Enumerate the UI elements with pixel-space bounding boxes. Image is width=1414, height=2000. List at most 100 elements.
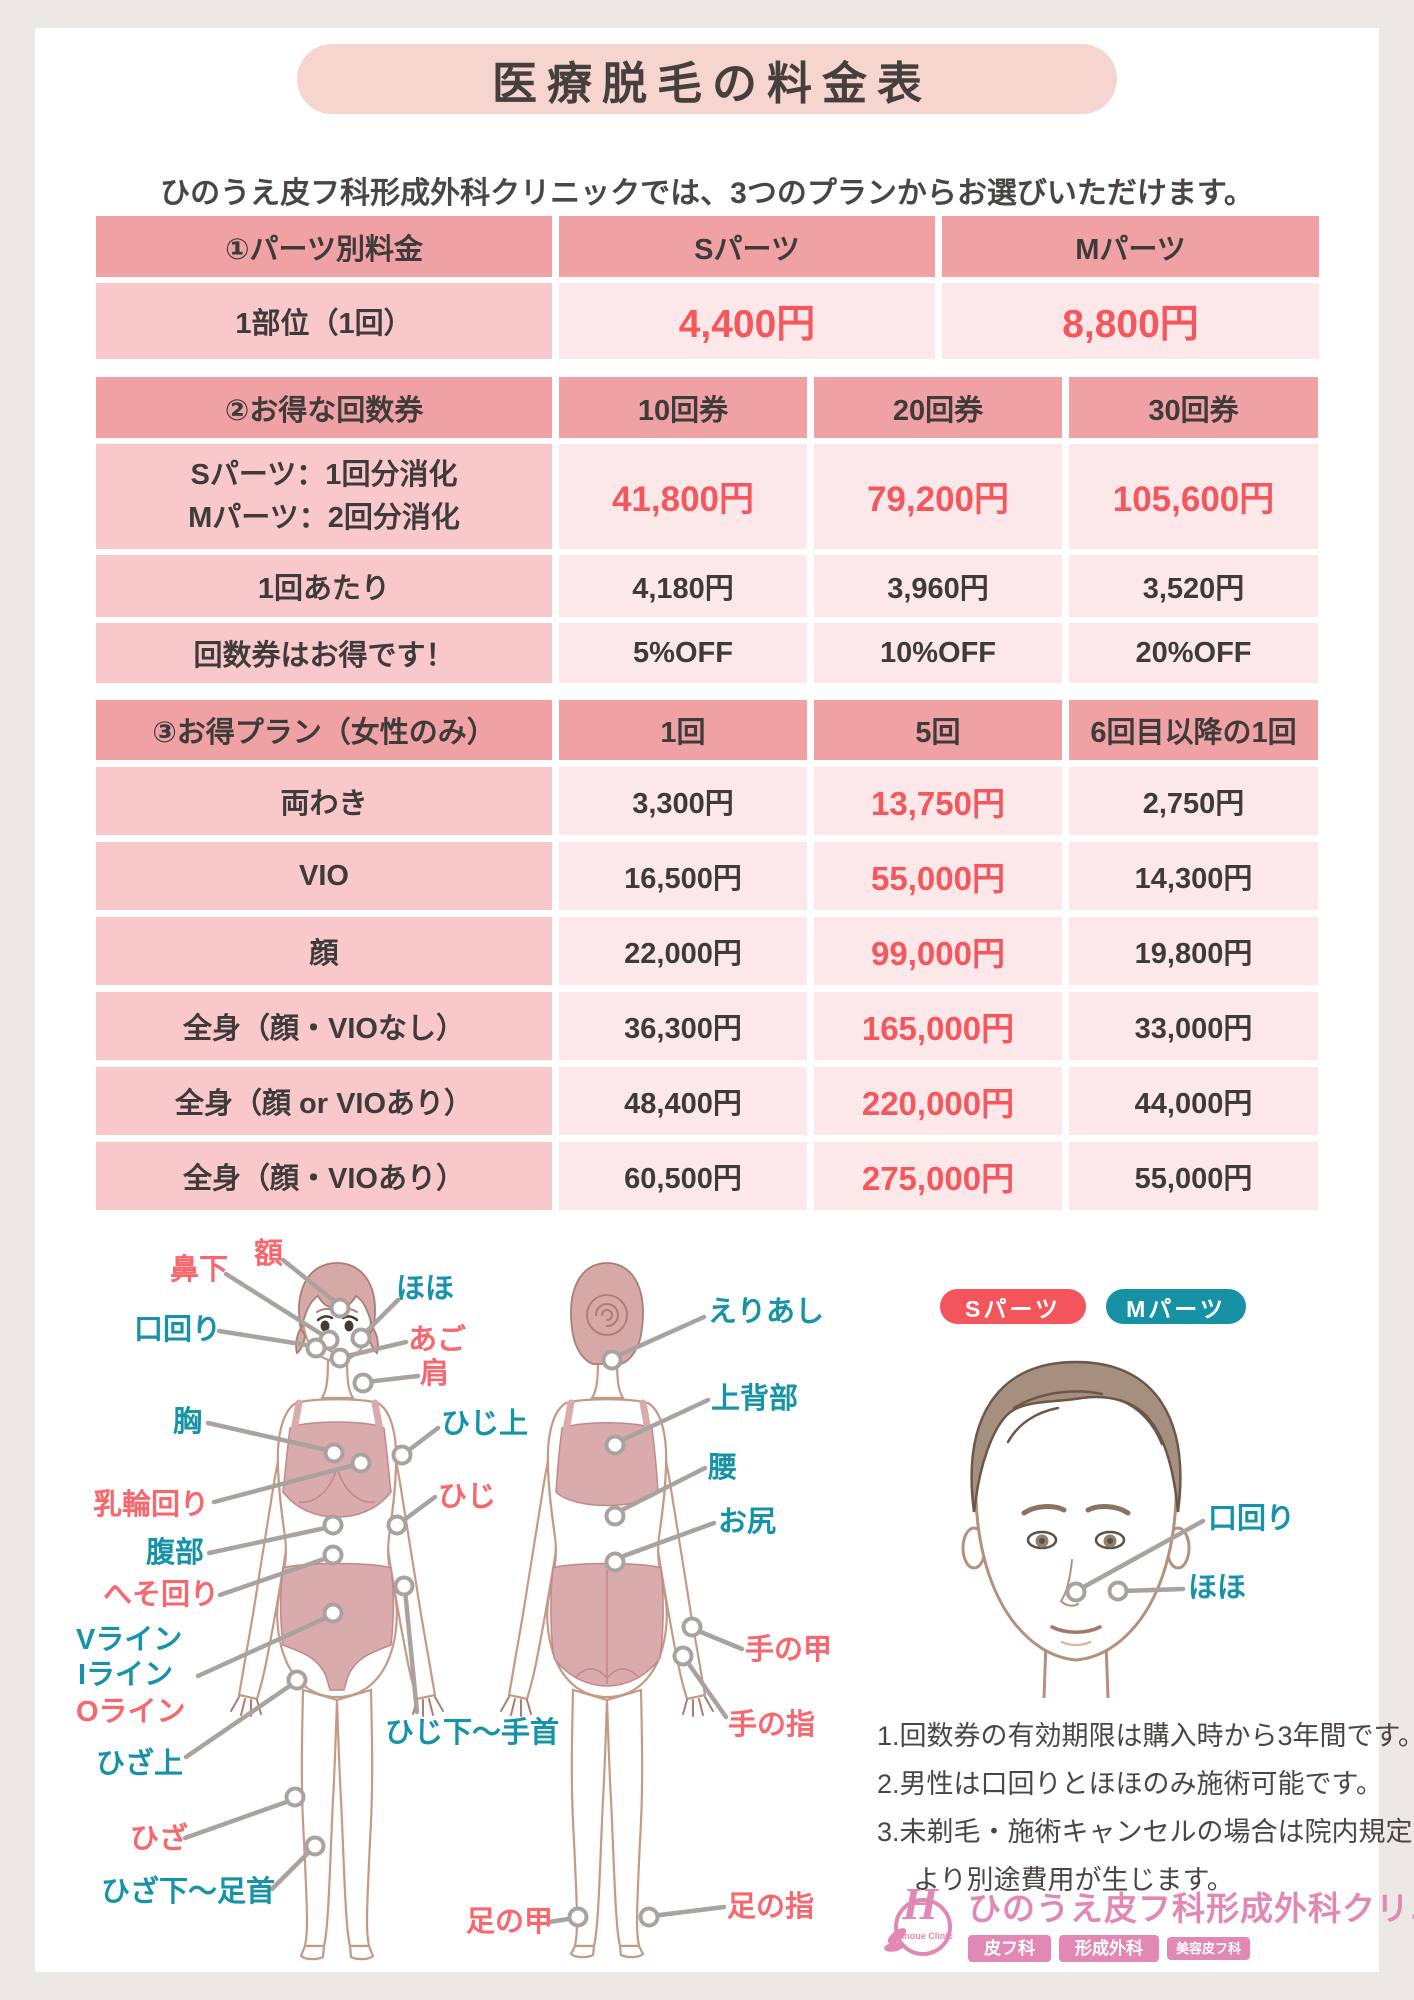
body-label-hand-back: 手の甲 bbox=[745, 1634, 833, 1666]
table3-cell: 36,300円 bbox=[559, 992, 807, 1060]
table2-row1-label: Sパーツ：1回分消化 Mパーツ：2回分消化 bbox=[96, 444, 552, 549]
table2-off-20: 10%OFF bbox=[814, 623, 1062, 683]
body-label-chest: 胸 bbox=[173, 1406, 203, 1438]
table1-m-price: 8,800円 bbox=[942, 283, 1319, 359]
table3-cell: 275,000円 bbox=[814, 1142, 1062, 1210]
note-1: 1.回数券の有効期限は購入時から3年間です。 bbox=[877, 1721, 1414, 1751]
body-label-areola: 乳輪回り bbox=[93, 1489, 210, 1521]
body-label-foot-top: 足の甲 bbox=[466, 1906, 554, 1938]
clinic-name: ひのうえ皮フ科形成外科クリニック bbox=[968, 1890, 1414, 1927]
table3-cell: 14,300円 bbox=[1069, 842, 1318, 910]
parts-price-table: ①パーツ別料金 Sパーツ Mパーツ 1部位（1回） 4,400円 8,800円 bbox=[96, 216, 1319, 359]
table1-row-label: 1部位（1回） bbox=[96, 283, 552, 359]
table3-cell: 22,000円 bbox=[559, 917, 807, 985]
table3-cell: 44,000円 bbox=[1069, 1067, 1318, 1135]
body-label-i-line: Iライン bbox=[78, 1659, 174, 1691]
table2-price-30: 105,600円 bbox=[1069, 444, 1318, 549]
table2-row3-label: 回数券はお得です！ bbox=[96, 623, 552, 683]
body-label-navel: へそ回り bbox=[103, 1579, 220, 1611]
clinic-departments: 皮フ科 形成外科 美容皮フ科 bbox=[968, 1935, 1414, 1962]
table3-cell: 55,000円 bbox=[1069, 1142, 1318, 1210]
body-label-shoulder: 肩 bbox=[420, 1358, 450, 1390]
table3-cell: 33,000円 bbox=[1069, 992, 1318, 1060]
body-label-upper-arm: ひじ上 bbox=[441, 1408, 529, 1440]
body-label-waist: 腰 bbox=[708, 1452, 738, 1484]
table3-cell: 99,000円 bbox=[814, 917, 1062, 985]
table3-header-5: 5回 bbox=[814, 700, 1062, 760]
clinic-logo: H Hinoue Clinic ひのうえ皮フ科形成外科クリニック 皮フ科 形成外… bbox=[884, 1882, 1414, 1962]
table2-per-use-30: 3,520円 bbox=[1069, 555, 1318, 617]
table2-off-10: 5%OFF bbox=[559, 623, 807, 683]
body-label-toes: 足の指 bbox=[727, 1891, 815, 1923]
logo-mark-text: Hinoue Clinic bbox=[895, 1931, 953, 1941]
table3-cell: 2,750円 bbox=[1069, 767, 1318, 835]
table3-row-label: 両わき bbox=[96, 767, 552, 835]
body-label-nape: えりあし bbox=[708, 1296, 825, 1328]
body-label-around-mouth: 口回り bbox=[134, 1314, 222, 1346]
body-label-knee: ひざ bbox=[130, 1823, 189, 1855]
body-label-lower-leg-to-ankle: ひざ下～足首 bbox=[101, 1876, 276, 1908]
note-3-continued: より別途費用が生じます。 bbox=[913, 1865, 1234, 1895]
body-label-cheek-male: ほほ bbox=[1188, 1572, 1247, 1604]
body-label-o-line: Oライン bbox=[76, 1696, 186, 1728]
table2-header-20: 20回券 bbox=[814, 377, 1062, 438]
department-chip: 形成外科 bbox=[1059, 1935, 1159, 1962]
clinic-logo-mark: H Hinoue Clinic bbox=[884, 1883, 953, 1956]
table2-header-10: 10回券 bbox=[559, 377, 807, 438]
plan-price-table: ③お得プラン（女性のみ） 1回 5回 6回目以降の1回 両わき 3,300円 1… bbox=[96, 700, 1318, 1210]
notes-section: 1.回数券の有効期限は購入時から3年間です。 2.男性は口回りとほほのみ施術可能… bbox=[877, 1712, 1414, 1904]
department-chip: 皮フ科 bbox=[968, 1935, 1051, 1962]
table1-header-s-parts: Sパーツ bbox=[559, 216, 935, 277]
table3-row-label: 全身（顔・VIOあり） bbox=[96, 1142, 552, 1210]
table2-price-20: 79,200円 bbox=[814, 444, 1062, 549]
table2-row1-label-line1: Sパーツ：1回分消化 bbox=[190, 459, 458, 492]
table3-row-label: 全身（顔・VIOなし） bbox=[96, 992, 552, 1060]
table2-header-category: ②お得な回数券 bbox=[96, 377, 552, 438]
body-label-around-mouth-male: 口回り bbox=[1208, 1503, 1296, 1535]
note-2: 2.男性は口回りとほほのみ施術可能です。 bbox=[877, 1769, 1383, 1799]
table3-cell: 55,000円 bbox=[814, 842, 1062, 910]
body-label-v-line: Vライン bbox=[76, 1624, 183, 1656]
table2-row2-label: 1回あたり bbox=[96, 555, 552, 617]
body-label-abdomen: 腹部 bbox=[146, 1537, 205, 1569]
body-label-hand-fingers: 手の指 bbox=[728, 1709, 816, 1741]
table3-row-label: 全身（顔 or VIOあり） bbox=[96, 1067, 552, 1135]
ticket-price-table: ②お得な回数券 10回券 20回券 30回券 Sパーツ：1回分消化 Mパーツ：2… bbox=[96, 377, 1318, 683]
body-label-forearm-to-wrist: ひじ下～手首 bbox=[385, 1717, 560, 1749]
legend-s-parts-badge: Sパーツ bbox=[940, 1289, 1086, 1324]
title-banner: 医療脱毛の料金表 bbox=[297, 44, 1117, 114]
table2-row1-label-line2: Mパーツ：2回分消化 bbox=[188, 501, 460, 534]
table3-cell: 60,500円 bbox=[559, 1142, 807, 1210]
body-label-buttocks: お尻 bbox=[718, 1506, 777, 1538]
body-label-upper-back: 上背部 bbox=[711, 1383, 799, 1415]
table2-header-30: 30回券 bbox=[1069, 377, 1318, 438]
logo-h-monogram: H bbox=[901, 1883, 939, 1929]
table2-per-use-20: 3,960円 bbox=[814, 555, 1062, 617]
body-label-under-nose: 鼻下 bbox=[170, 1254, 229, 1286]
table1-header-category: ①パーツ別料金 bbox=[96, 216, 552, 277]
body-label-chin: あご bbox=[408, 1324, 467, 1356]
body-label-cheek: ほほ bbox=[396, 1273, 455, 1305]
department-chip: 美容皮フ科 bbox=[1167, 1937, 1251, 1960]
body-label-above-knee: ひざ上 bbox=[96, 1748, 184, 1780]
note-3: 3.未剃毛・施術キャンセルの場合は院内規定に bbox=[877, 1817, 1414, 1847]
table3-cell: 16,500円 bbox=[559, 842, 807, 910]
legend-m-parts-badge: Mパーツ bbox=[1106, 1289, 1246, 1324]
body-label-elbow: ひじ bbox=[438, 1481, 497, 1513]
table1-s-price: 4,400円 bbox=[559, 283, 935, 359]
table3-header-category: ③お得プラン（女性のみ） bbox=[96, 700, 552, 760]
table2-price-10: 41,800円 bbox=[559, 444, 807, 549]
table3-cell: 3,300円 bbox=[559, 767, 807, 835]
table3-header-6plus: 6回目以降の1回 bbox=[1069, 700, 1318, 760]
table2-per-use-10: 4,180円 bbox=[559, 555, 807, 617]
table3-header-1: 1回 bbox=[559, 700, 807, 760]
table3-cell: 220,000円 bbox=[814, 1067, 1062, 1135]
page-subtitle: ひのうえ皮フ科形成外科クリニックでは、3つのプランからお選びいただけます。 bbox=[160, 177, 1254, 210]
table3-cell: 48,400円 bbox=[559, 1067, 807, 1135]
table2-off-30: 20%OFF bbox=[1069, 623, 1318, 683]
logo-text-block: ひのうえ皮フ科形成外科クリニック 皮フ科 形成外科 美容皮フ科 bbox=[968, 1882, 1414, 1962]
body-label-forehead: 額 bbox=[254, 1238, 284, 1270]
table3-row-label: 顔 bbox=[96, 917, 552, 985]
table1-header-m-parts: Mパーツ bbox=[942, 216, 1319, 277]
